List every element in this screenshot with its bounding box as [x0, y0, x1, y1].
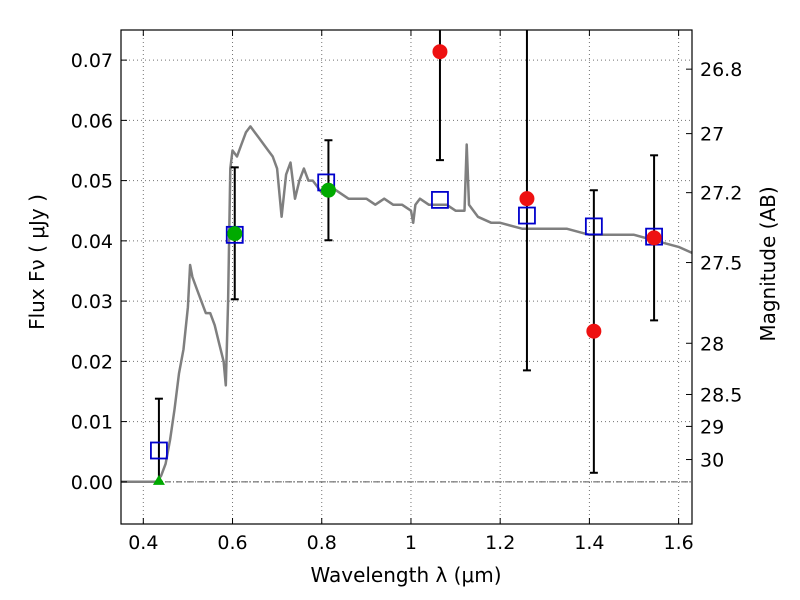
right-tick-label: 29 — [700, 416, 724, 438]
upper-limit-triangle — [152, 474, 165, 485]
model-flux-square — [584, 217, 603, 236]
series-group — [121, 125, 692, 484]
x-tick-label: 1.2 — [485, 532, 515, 554]
y-tick-label: 0.03 — [71, 291, 113, 313]
y-tick-label: 0.07 — [71, 50, 113, 72]
detection-point — [227, 226, 243, 242]
x-axis: 0.4 0.6 0.8 1 1.2 1.4 1.6 — [128, 30, 694, 554]
x-axis-label: Wavelength λ (μm) — [310, 563, 501, 587]
model-flux-square — [150, 441, 168, 460]
y-tick-label: 0.02 — [71, 351, 113, 373]
x-tick-label: 1.6 — [664, 532, 694, 554]
right-axis: 26.8 27 27.2 27.5 28 28.5 29 30 — [686, 59, 742, 472]
x-tick-label: 1.4 — [574, 532, 604, 554]
y-tick-label: 0.01 — [71, 412, 113, 434]
sed-model-line — [121, 125, 692, 484]
measurement-point — [586, 323, 602, 339]
right-tick-label: 30 — [700, 450, 724, 472]
model-flux-square — [518, 206, 536, 225]
x-tick-label: 0.6 — [217, 532, 247, 554]
right-tick-label: 26.8 — [700, 59, 742, 81]
y-tick-label: 0.06 — [71, 110, 113, 132]
measurement-point — [646, 230, 662, 246]
right-tick-label: 28.5 — [700, 384, 742, 406]
model-flux-square — [431, 190, 449, 209]
right-tick-label: 27.2 — [700, 183, 742, 205]
x-tick-label: 1 — [405, 532, 417, 554]
y-axis: 0.00 0.01 0.02 0.03 0.04 0.05 0.06 0.07 — [71, 50, 127, 494]
marker-group — [150, 44, 663, 485]
measurement-point — [519, 191, 535, 207]
y-tick-label: 0.04 — [71, 231, 113, 253]
plot-frame — [120, 29, 693, 525]
measurement-point — [432, 44, 448, 60]
right-axis-label: Magnitude (AB) — [756, 186, 780, 341]
x-tick-label: 0.4 — [128, 532, 158, 554]
right-tick-label: 27.5 — [700, 253, 742, 275]
y-tick-label: 0.05 — [71, 171, 113, 193]
right-tick-label: 28 — [700, 333, 724, 355]
y-tick-label: 0.00 — [71, 472, 113, 494]
detection-point — [320, 182, 336, 198]
right-tick-label: 27 — [700, 124, 724, 146]
y-axis-label: Flux Fν ( μJy ) — [25, 194, 49, 330]
x-tick-label: 0.8 — [307, 532, 337, 554]
